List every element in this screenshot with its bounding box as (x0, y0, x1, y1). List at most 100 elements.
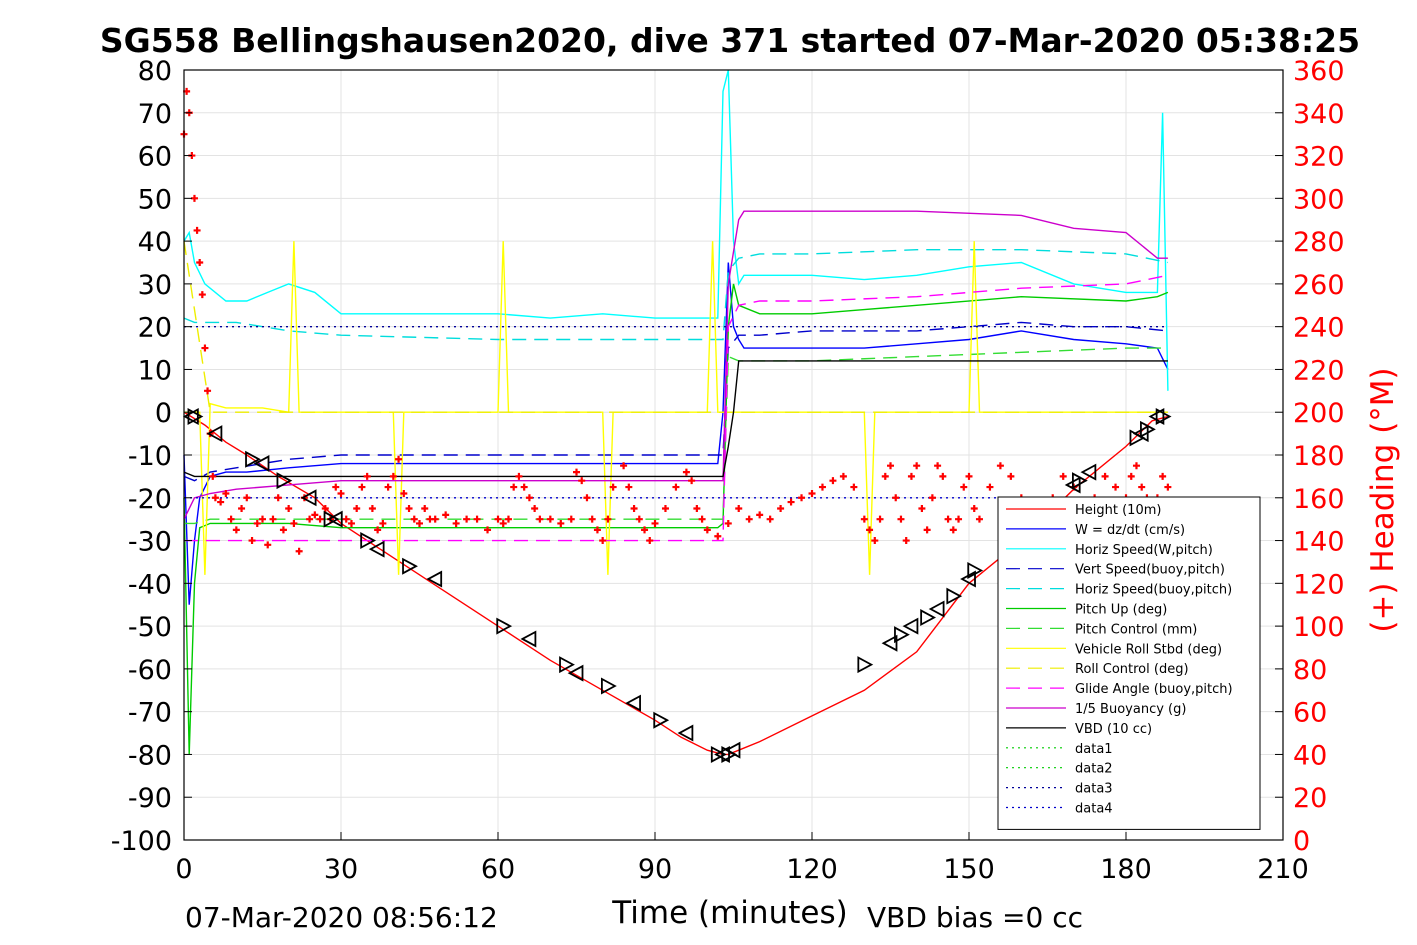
heading-point (923, 526, 931, 534)
heading-point (316, 515, 324, 523)
heading-point (818, 483, 826, 491)
heading-point (190, 194, 198, 202)
heading-point (578, 477, 586, 485)
heading-point (379, 519, 387, 527)
heading-point (232, 526, 240, 534)
axis-ticks: 0 30 60 90 120 150 180 21080706050403020100-10-… (111, 56, 1345, 885)
heading-point (395, 455, 403, 463)
heading-point (808, 490, 816, 497)
heading-point (866, 526, 874, 534)
y-tick-label: -80 (128, 740, 172, 771)
heading-point (410, 515, 418, 523)
legend-label: W = dz/dt (cm/s) (1075, 523, 1185, 538)
heading-point (944, 515, 952, 523)
heading-point (939, 472, 947, 480)
heading-point (934, 462, 942, 470)
series-layer (183, 69, 1169, 756)
y2-tick-label: 0 (1293, 826, 1310, 857)
y-tick-label: 80 (138, 56, 172, 87)
heading-point (452, 519, 460, 527)
heading-point (682, 468, 690, 476)
waypoint-marker (245, 450, 261, 468)
waypoint-marker (187, 407, 204, 426)
heading-point (766, 515, 774, 523)
heading-point (672, 483, 680, 491)
y2-tick-label: 120 (1293, 569, 1345, 600)
heading-point (871, 537, 879, 545)
heading-point (839, 472, 847, 480)
marker-layer (182, 407, 1172, 763)
waypoint-marker (182, 407, 199, 426)
heading-point (510, 483, 518, 491)
heading-point (368, 504, 376, 512)
heading-point (337, 490, 345, 497)
heading-point (531, 504, 539, 512)
heading-point (756, 511, 764, 519)
waypoint-marker (653, 711, 670, 729)
y-tick-label: -90 (128, 783, 172, 814)
heading-point (1138, 483, 1146, 491)
heading-point (955, 515, 963, 523)
heading-point (928, 494, 936, 502)
y-tick-label: -50 (128, 612, 172, 643)
heading-point (583, 494, 591, 502)
y-tick-label: 0 (155, 398, 172, 429)
heading-point (536, 515, 544, 523)
heading-point (965, 472, 973, 480)
heading-point (285, 504, 293, 512)
heading-point (1112, 483, 1120, 491)
heading-point (651, 519, 659, 527)
legend-label: Vehicle Roll Stbd (deg) (1075, 642, 1222, 657)
heading-point (635, 515, 643, 523)
heading-point (311, 511, 319, 519)
y-tick-label: -30 (128, 527, 172, 558)
heading-point (1132, 462, 1140, 470)
heading-point (400, 490, 408, 497)
waypoint-marker (559, 656, 575, 674)
heading-point (960, 483, 968, 491)
waypoint-marker (253, 455, 270, 473)
heading-point (227, 515, 235, 523)
waypoint-marker (677, 724, 694, 742)
legend-label: Roll Control (deg) (1075, 662, 1189, 677)
y2-tick-label: 340 (1293, 99, 1345, 130)
heading-point (881, 472, 889, 480)
heading-point (646, 537, 654, 545)
waypoint-marker (1155, 407, 1172, 426)
heading-point (204, 387, 212, 395)
heading-point (1127, 472, 1135, 480)
legend-label: Height (10m) (1075, 503, 1161, 518)
waypoint-marker (206, 425, 223, 443)
waypoint-marker (601, 677, 617, 695)
y2-tick-label: 100 (1293, 612, 1345, 643)
legend-label: Glide Angle (buoy,pitch) (1075, 682, 1233, 697)
heading-point (374, 526, 382, 534)
heading-point (525, 494, 533, 502)
heading-point (907, 472, 915, 480)
heading-point (688, 477, 696, 485)
heading-point (593, 526, 601, 534)
heading-point (625, 483, 633, 491)
waypoint-marker (276, 472, 293, 490)
heading-point (641, 526, 649, 534)
y2-tick-label: 160 (1293, 484, 1345, 515)
y2-tick-label: 40 (1293, 740, 1327, 771)
waypoint-marker (326, 510, 343, 528)
heading-point (193, 226, 201, 234)
waypoint-marker (881, 634, 898, 652)
y2-tick-label: 80 (1293, 655, 1327, 686)
waypoint-marker (724, 741, 741, 759)
heading-point (1101, 472, 1109, 480)
heading-point (892, 494, 900, 502)
chart-title: SG558 Bellingshausen2020, dive 371 start… (100, 21, 1360, 60)
heading-point (515, 472, 523, 480)
waypoint-marker (567, 664, 584, 682)
heading-point (829, 477, 837, 485)
y-tick-label: -20 (128, 484, 172, 515)
y2-tick-label: 320 (1293, 142, 1345, 173)
series-roll-control-deg (183, 240, 1168, 413)
heading-point (259, 515, 266, 523)
waypoint-marker (426, 570, 443, 588)
heading-point (198, 291, 206, 299)
waypoint-marker (402, 557, 418, 575)
